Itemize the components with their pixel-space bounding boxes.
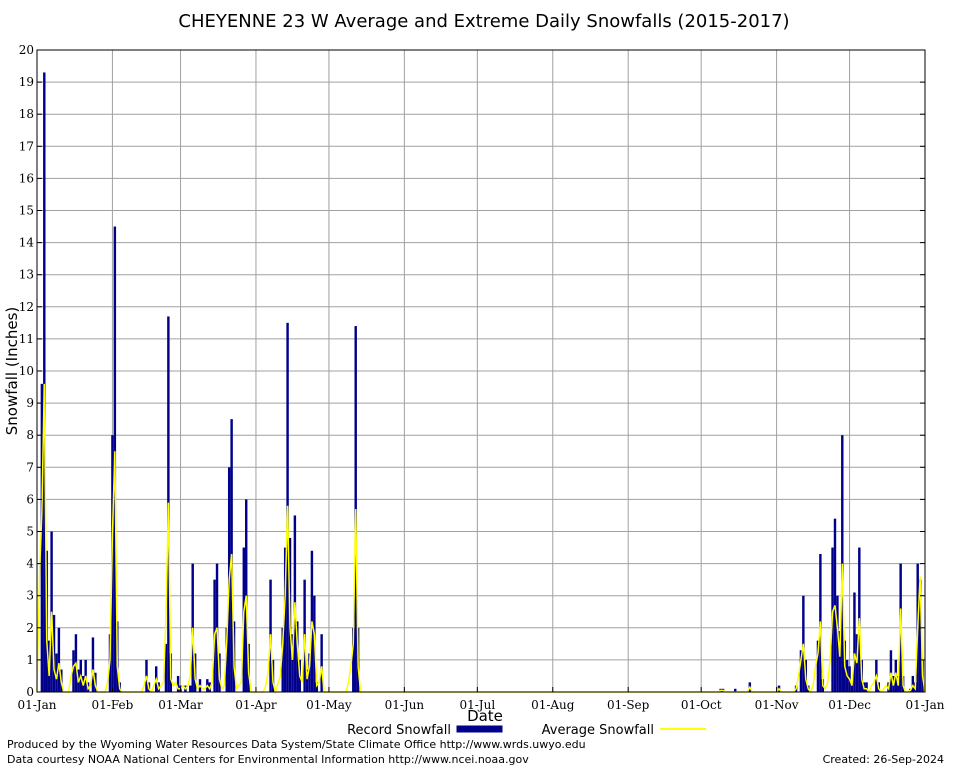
- y-tick-label: 11: [19, 332, 34, 346]
- record-bar: [43, 72, 46, 693]
- x-tick-label: 01-Apr: [235, 698, 277, 712]
- y-tick-label: 13: [19, 268, 34, 282]
- x-tick-label: 01-Dec: [828, 698, 871, 712]
- record-bar: [838, 631, 842, 692]
- average-series-line: [36, 383, 926, 695]
- record-bar: [296, 621, 299, 692]
- chart-title: CHEYENNE 23 W Average and Extreme Daily …: [178, 11, 789, 32]
- x-tick-label: 01-Jan: [17, 698, 56, 712]
- record-bar: [320, 634, 323, 692]
- y-tick-label: 6: [26, 492, 34, 506]
- record-bar: [911, 675, 915, 692]
- record-bar: [352, 627, 355, 692]
- record-bar: [55, 653, 58, 692]
- y-tick-label: 4: [26, 557, 34, 571]
- x-tick-label: 01-Sep: [607, 698, 650, 712]
- record-bar: [281, 627, 284, 692]
- record-bar: [734, 688, 737, 692]
- y-tick-label: 16: [19, 171, 34, 185]
- record-bar: [799, 650, 803, 692]
- y-tick-label: 20: [19, 43, 34, 57]
- legend-average-label: Average Snowfall: [542, 723, 654, 738]
- legend-record-label: Record Snowfall: [347, 723, 451, 738]
- credit-line-1: Produced by the Wyoming Water Resources …: [7, 738, 586, 751]
- x-tick-label: 01-Oct: [681, 698, 722, 712]
- record-bar: [72, 650, 75, 692]
- x-tick-label: 01-May: [306, 698, 352, 712]
- record-bar: [40, 383, 44, 692]
- y-tick-label: 10: [19, 364, 34, 378]
- record-bar: [189, 685, 192, 692]
- x-tick-label: 01-Jan: [905, 698, 944, 712]
- y-tick-label: 19: [19, 75, 34, 89]
- record-bar: [889, 650, 893, 692]
- record-bar: [91, 637, 95, 692]
- y-tick-label: 8: [26, 428, 34, 442]
- record-bar: [57, 627, 61, 692]
- record-bar: [291, 634, 294, 692]
- y-tick-label: 17: [19, 139, 34, 153]
- record-bar: [853, 592, 856, 692]
- x-tick-label: 01-Jul: [459, 698, 495, 712]
- x-tick-label: 01-Feb: [92, 698, 134, 712]
- y-tick-label: 1: [26, 653, 34, 667]
- y-tick-label: 12: [19, 300, 34, 314]
- x-tick-label: 01-Mar: [158, 698, 203, 712]
- record-bar: [164, 643, 168, 692]
- y-tick-label: 5: [26, 525, 34, 539]
- y-tick-label: 9: [26, 396, 34, 410]
- record-bar: [283, 547, 287, 692]
- record-bar: [308, 653, 311, 692]
- y-tick-label: 7: [26, 460, 34, 474]
- legend-record-swatch: [456, 725, 503, 733]
- x-tick-label: 01-Aug: [531, 698, 575, 712]
- credit-line-2: Data courtesy NOAA National Centers for …: [7, 753, 529, 766]
- record-bar: [225, 627, 228, 692]
- record-bar: [315, 682, 318, 692]
- record-bar: [176, 675, 180, 692]
- record-bar: [865, 682, 868, 692]
- y-tick-label: 14: [19, 236, 35, 250]
- x-axis-label: Date: [467, 707, 503, 725]
- x-axis-ticks: 01-Jan 01-Feb 01-Mar 01-Apr 01-May 01-Jun 01-J…: [17, 687, 945, 712]
- record-bar: [850, 682, 854, 692]
- y-tick-label: 0: [26, 685, 34, 699]
- record-bar: [918, 579, 922, 692]
- y-tick-label: 15: [19, 204, 34, 218]
- x-tick-label: 01-Nov: [755, 698, 799, 712]
- y-axis-label: Snowfall (Inches): [3, 307, 21, 435]
- legend: Record Snowfall Average Snowfall: [347, 723, 706, 738]
- created-date: Created: 26-Sep-2024: [823, 753, 944, 766]
- record-bar: [305, 669, 309, 692]
- y-tick-label: 3: [26, 589, 34, 603]
- record-bar: [816, 640, 820, 692]
- x-tick-label: 01-Jun: [385, 698, 425, 712]
- record-bar: [836, 595, 839, 692]
- y-tick-label: 18: [19, 107, 34, 121]
- y-tick-label: 2: [26, 621, 34, 635]
